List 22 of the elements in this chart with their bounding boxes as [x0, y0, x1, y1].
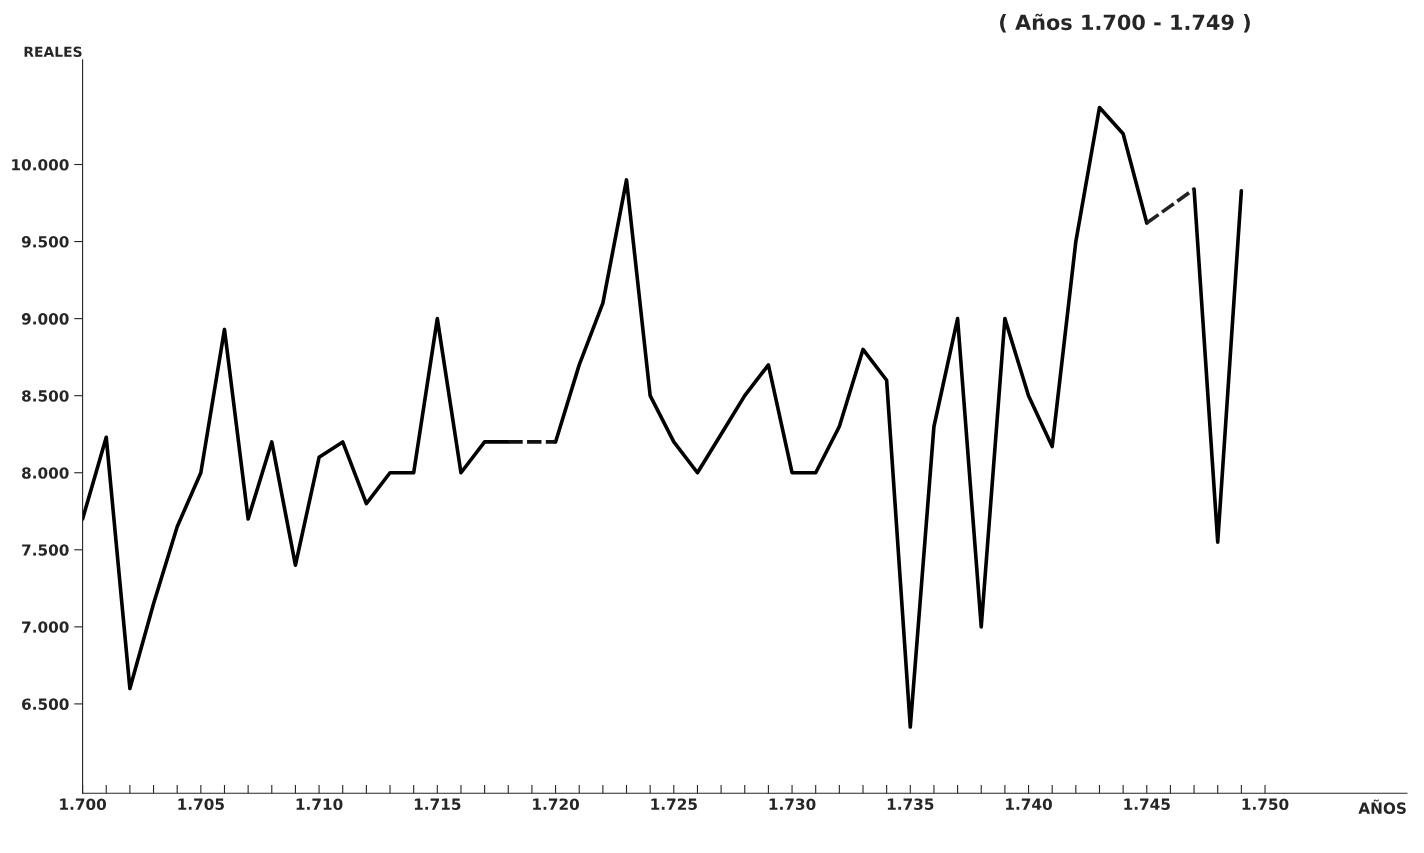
- y-tick-label: 10.000: [12, 158, 69, 171]
- y-tick-label: 9.500: [21, 236, 69, 248]
- y-tick-label: 7.500: [22, 544, 69, 556]
- x-tick-label: 1.720: [533, 798, 579, 810]
- chart-subtitle: ( Años 1.700 - 1.749 ): [1000, 13, 1250, 33]
- x-tick-label: 1.705: [178, 798, 224, 810]
- y-tick-label: 7.000: [22, 621, 69, 633]
- x-tick-label: 1.700: [60, 798, 107, 810]
- x-tick-label: 1.740: [1006, 798, 1052, 810]
- x-tick-label: 1.715: [414, 798, 461, 810]
- x-tick-label: 1.730: [769, 798, 816, 810]
- y-tick-label: 8.500: [22, 390, 69, 402]
- y-tick-label: 6.500: [22, 698, 69, 710]
- x-tick-label: 1.725: [651, 798, 697, 810]
- y-tick-label: 8.000: [22, 467, 69, 479]
- y-tick-label: 9.000: [21, 313, 69, 325]
- x-tick-label: 1.710: [296, 798, 343, 810]
- x-tick-label: 1.745: [1124, 798, 1170, 810]
- y-axis-title: REALES: [24, 46, 82, 58]
- x-axis-title: AÑOS: [1358, 799, 1406, 814]
- x-tick-label: 1.750: [1242, 798, 1289, 810]
- x-tick-label: 1.735: [887, 798, 934, 810]
